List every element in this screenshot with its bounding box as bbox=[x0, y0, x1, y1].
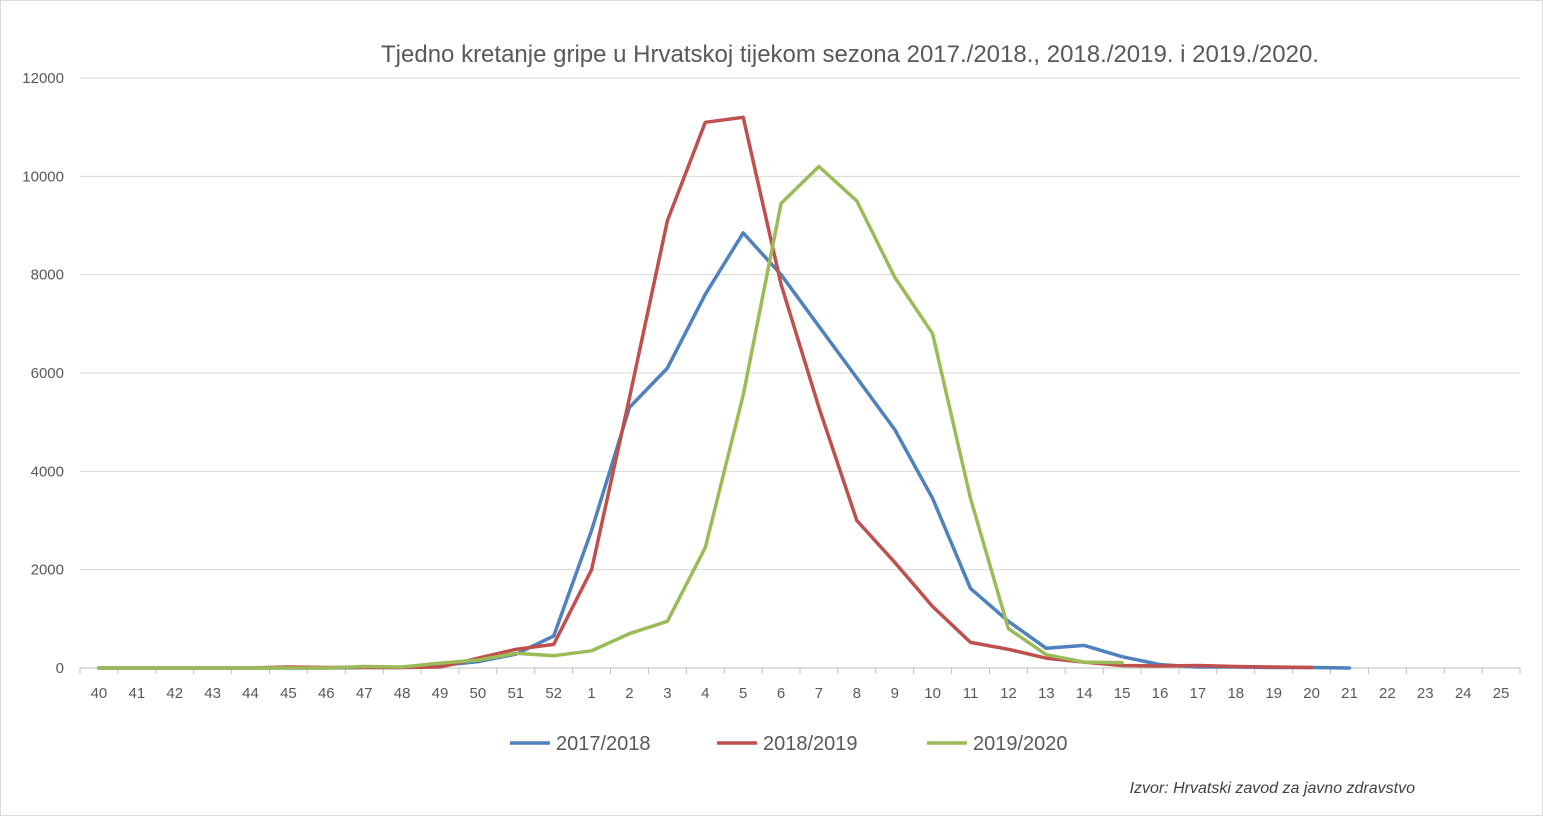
chart-title: Tjedno kretanje gripe u Hrvatskoj tijeko… bbox=[381, 41, 1319, 68]
x-tick-label: 11 bbox=[963, 685, 979, 702]
x-tick-label: 22 bbox=[1379, 685, 1396, 702]
x-tick-label: 16 bbox=[1152, 685, 1169, 702]
y-tick-label: 0 bbox=[56, 660, 64, 677]
x-tick-label: 15 bbox=[1114, 685, 1131, 702]
x-tick-label: 48 bbox=[394, 685, 411, 702]
x-tick-label: 44 bbox=[242, 685, 259, 702]
legend: 2017/2018 2018/2019 2019/2020 bbox=[510, 733, 1068, 755]
x-tick-label: 4 bbox=[701, 685, 709, 702]
y-tick-label: 2000 bbox=[31, 562, 64, 579]
x-tick-label: 20 bbox=[1303, 685, 1320, 702]
y-tick-label: 4000 bbox=[31, 463, 64, 480]
gridlines bbox=[80, 77, 1520, 571]
x-tick-label: 25 bbox=[1493, 685, 1510, 702]
x-tick-label: 24 bbox=[1455, 685, 1472, 702]
legend-label: 2017/2018 bbox=[556, 733, 651, 755]
x-tick-label: 18 bbox=[1227, 685, 1244, 702]
x-tick-label: 23 bbox=[1417, 685, 1434, 702]
x-tick-label: 17 bbox=[1190, 685, 1207, 702]
x-tick-label: 40 bbox=[91, 685, 108, 702]
x-tick-label: 42 bbox=[166, 685, 183, 702]
x-tick-label: 9 bbox=[891, 685, 899, 702]
x-tick-label: 45 bbox=[280, 685, 297, 702]
x-tick-label: 50 bbox=[470, 685, 487, 702]
x-tick-label: 43 bbox=[204, 685, 221, 702]
x-tick-label: 13 bbox=[1038, 685, 1055, 702]
series-line-2018-2019 bbox=[97, 115, 1314, 670]
x-tick-label: 41 bbox=[128, 685, 145, 702]
x-tick-label: 21 bbox=[1341, 685, 1358, 702]
y-tick-label: 8000 bbox=[31, 267, 64, 284]
source-note: Izvor: Hrvatski zavod za javno zdravstvo bbox=[1130, 780, 1416, 797]
series-line-2019-2020 bbox=[97, 164, 1124, 670]
x-tick-label: 46 bbox=[318, 685, 335, 702]
series-line-2017-2018 bbox=[97, 231, 1352, 670]
x-tick-label: 52 bbox=[545, 685, 562, 702]
legend-label: 2019/2020 bbox=[973, 733, 1068, 755]
x-tick-label: 47 bbox=[356, 685, 373, 702]
x-tick-label: 8 bbox=[853, 685, 861, 702]
x-tick-label: 49 bbox=[432, 685, 449, 702]
x-tick-label: 12 bbox=[1000, 685, 1017, 702]
x-tick-label: 1 bbox=[587, 685, 595, 702]
x-tick-label: 19 bbox=[1265, 685, 1282, 702]
series-lines bbox=[97, 115, 1352, 670]
x-tick-label: 14 bbox=[1076, 685, 1093, 702]
y-tick-label: 10000 bbox=[22, 168, 64, 185]
x-tick-label: 7 bbox=[815, 685, 823, 702]
x-tick-label: 10 bbox=[924, 685, 941, 702]
y-tick-label: 12000 bbox=[22, 70, 64, 87]
legend-label: 2018/2019 bbox=[763, 733, 858, 755]
x-tick-label: 5 bbox=[739, 685, 747, 702]
x-tick-label: 2 bbox=[625, 685, 633, 702]
x-tick-label: 51 bbox=[507, 685, 524, 702]
x-tick-label: 3 bbox=[663, 685, 671, 702]
y-tick-label: 6000 bbox=[31, 365, 64, 382]
x-tick-label: 6 bbox=[777, 685, 785, 702]
